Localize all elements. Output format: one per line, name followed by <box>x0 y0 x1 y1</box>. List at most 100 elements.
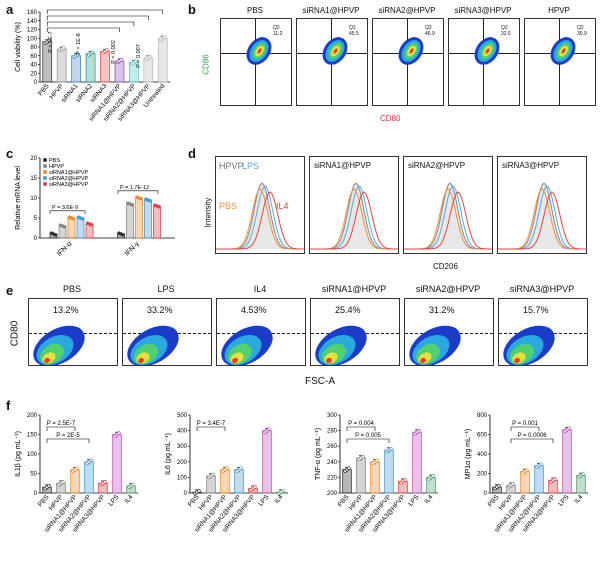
p-value-label: P = 2E-5 <box>56 433 80 439</box>
panel-letter-b: b <box>188 2 196 17</box>
bar <box>70 469 80 494</box>
data-point <box>157 204 161 209</box>
bar <box>412 431 422 494</box>
significance-bracket <box>510 426 540 431</box>
histogram-plot: siRNA3@HPVP <box>497 156 587 254</box>
y-tick-label: 220 <box>327 475 338 481</box>
data-point <box>46 483 51 488</box>
y-tick-label: 0 <box>34 236 38 242</box>
histogram-title: siRNA1@HPVP <box>314 161 372 170</box>
gate-percentage: 31.2% <box>429 305 455 315</box>
y-tick-label: 400 <box>477 452 488 458</box>
bar <box>85 53 96 83</box>
data-point <box>360 454 365 459</box>
bar <box>370 461 380 494</box>
data-point <box>102 479 107 484</box>
bar <box>112 434 122 494</box>
data-point <box>130 202 134 207</box>
legend-label: HPVP <box>49 164 64 170</box>
quadrant-label: Q2 30.9 <box>577 25 587 37</box>
gate-percentage: 25.4% <box>335 305 361 315</box>
histogram-series-label: LPS <box>242 161 260 171</box>
histogram-curve <box>310 191 398 250</box>
bar <box>56 48 67 83</box>
quadrant-label: Q2 11.2 <box>273 25 283 37</box>
significance-bracket <box>117 190 159 194</box>
y-tick-label: 200 <box>327 491 338 497</box>
data-point <box>538 462 543 467</box>
p-value-label: P = 0.007 <box>136 44 142 68</box>
facs-plot: 15.7% <box>498 298 588 366</box>
significance-bracket <box>46 426 76 431</box>
panel-b-ylabel: CD86 <box>201 54 211 75</box>
panel-e-ylabel: CD80 <box>9 320 21 347</box>
legend-marker <box>43 182 47 186</box>
bar <box>262 430 272 494</box>
y-tick-label: 20 <box>30 156 37 162</box>
y-tick-label: 0 <box>34 80 38 86</box>
data-point <box>162 35 167 39</box>
facs-plot: Q2 46.9 <box>372 18 444 106</box>
significance-bracket <box>46 15 149 20</box>
p-value-label: P = 2.5E-7 <box>47 421 76 427</box>
facs-plot-title: HPVP <box>548 6 570 15</box>
gate-percentage: 4.53% <box>241 305 267 315</box>
data-point <box>416 428 421 433</box>
y-tick-label: 260 <box>327 444 338 450</box>
y-tick-label: 20 <box>30 71 37 77</box>
y-tick-label: 280 <box>327 429 338 435</box>
y-tick-label: 200 <box>27 413 38 419</box>
panel-b: CD86 CD80 Q2 11.2 PBS Q2 45.5 siRNA1@HPVP Q2… <box>200 2 598 130</box>
y-axis-label: Relative mRNA level <box>15 166 22 230</box>
data-point <box>224 466 229 471</box>
chart-c: 0 5 10 15 20 Relative mRNA level IFN-α IFN-γ PBS… <box>15 156 175 258</box>
data-point <box>552 477 557 481</box>
data-point <box>80 216 85 221</box>
histogram-curve <box>216 182 304 250</box>
y-axis-label: IL1β (pg mL⁻¹) <box>15 431 22 477</box>
p-value-label: P = 0.004 <box>348 421 374 427</box>
data-point <box>139 196 143 201</box>
data-point <box>374 458 379 463</box>
significance-bracket <box>510 438 554 443</box>
data-point <box>238 466 243 471</box>
significance-bracket <box>346 426 376 431</box>
p-value-label: P = 0.002 <box>111 40 117 64</box>
p-value-label: P = 0.001 <box>512 421 538 427</box>
data-point <box>196 488 201 493</box>
chart-a: 0 20 40 60 80 100 120 140 160 Cell viability (%) P… <box>15 9 170 123</box>
facs-plot-title: PBS <box>62 284 81 294</box>
y-tick-label: 60 <box>30 54 37 60</box>
data-point <box>89 222 94 227</box>
x-tick-label: LPS <box>107 493 121 507</box>
facs-plot: 13.2% <box>28 298 118 366</box>
histogram-plot: HPVP LPS PBS IL4 <box>215 156 305 254</box>
y-axis-label: Cell viability (%) <box>15 22 22 72</box>
y-tick-label: 10 <box>30 196 37 202</box>
quadrant-label: Q2 32.6 <box>501 25 511 37</box>
data-point <box>148 54 152 59</box>
y-tick-label: 15 <box>30 176 37 182</box>
histogram-plot: siRNA2@HPVP <box>403 156 493 254</box>
y-tick-label: 160 <box>27 10 38 16</box>
bar <box>71 55 81 83</box>
data-point <box>388 446 393 451</box>
histogram-svg <box>310 182 398 250</box>
data-point <box>148 198 152 203</box>
gate-percentage: 15.7% <box>523 305 549 315</box>
data-point <box>280 488 285 493</box>
p-value-label: P = 0.0006 <box>517 433 547 439</box>
x-tick-label: IFN-γ <box>124 240 141 257</box>
bar <box>520 471 530 494</box>
p-value-label: P = 1E-8 <box>76 33 82 54</box>
p-value-label: P = 3.4E-7 <box>197 421 226 427</box>
y-tick-label: 400 <box>177 429 188 435</box>
facs-plot-title: siRNA3@HPVP <box>509 284 575 294</box>
x-tick-label: LPS <box>407 493 421 507</box>
panel-letter-f: f <box>6 398 11 413</box>
legend-label: PBS <box>49 158 60 164</box>
histogram-plot: siRNA1@HPVP <box>309 156 399 254</box>
histogram-svg <box>216 182 304 250</box>
legend-label: siRNA1@HPVP <box>49 170 89 176</box>
